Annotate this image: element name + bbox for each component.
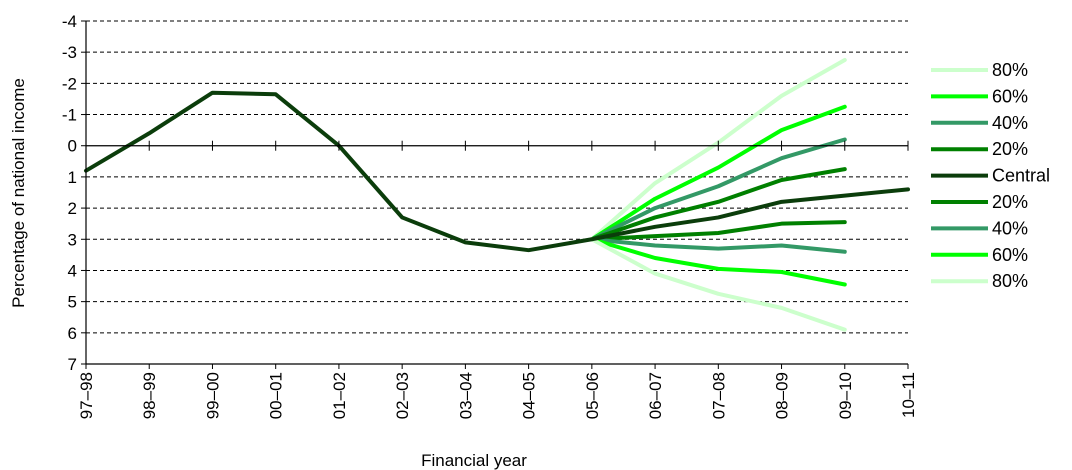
x-axis-title: Financial year [421, 451, 527, 470]
x-tick-label: 01–02 [330, 372, 349, 419]
x-tick-labels: 97–98 98–99 99–00 00–01 01–02 02–03 03–04 04–05… [77, 372, 918, 419]
y-tick-label: 2 [68, 199, 77, 218]
legend-label: 40% [992, 218, 1028, 238]
x-tick-label: 99–00 [203, 372, 222, 419]
legend-label: Central [992, 166, 1050, 186]
y-tick-label: 3 [68, 230, 77, 249]
legend-item: 60% [931, 86, 1028, 106]
legend-label: 20% [992, 139, 1028, 159]
legend-label: 80% [992, 60, 1028, 80]
x-tick-label: 03–04 [456, 372, 475, 419]
x-tick-label: 07–08 [709, 372, 728, 419]
x-tick-label: 10–11 [899, 372, 918, 418]
y-tick-label: -1 [62, 106, 77, 125]
legend-item: 60% [931, 245, 1028, 265]
x-tick-label: 09–10 [836, 372, 855, 419]
y-tick-label: 6 [68, 324, 77, 343]
legend-item: 40% [931, 218, 1028, 238]
y-tick-labels: -4 -3 -2 -1 0 1 2 3 4 5 6 7 [62, 12, 77, 374]
series-line-60pct [589, 237, 847, 287]
series-line-40pct [589, 237, 847, 254]
gridlines [86, 20, 908, 365]
series-line-80pct [589, 237, 847, 332]
y-tick-label: 0 [68, 137, 77, 156]
x-tick-label: 06–07 [646, 372, 665, 419]
x-tick-label: 05–06 [583, 372, 602, 419]
x-tick-label: 08–09 [773, 372, 792, 419]
y-axis-title: Percentage of national income [9, 78, 28, 308]
legend-item: Central [931, 166, 1050, 186]
legend-item: 80% [931, 271, 1028, 291]
y-tick-label: -3 [62, 43, 77, 62]
axes [81, 20, 909, 369]
x-tick-label: 04–05 [520, 372, 539, 419]
y-tick-label: -2 [62, 74, 77, 93]
y-tick-label: 4 [68, 261, 77, 280]
legend-label: 60% [992, 245, 1028, 265]
legend-item: 20% [931, 192, 1028, 212]
legend-item: 80% [931, 60, 1028, 80]
y-tick-label: 1 [68, 168, 77, 187]
y-tick-label: -4 [62, 12, 77, 31]
y-tick-label: 7 [68, 355, 77, 374]
x-tick-label: 98–99 [140, 372, 159, 419]
y-tick-label: 5 [68, 293, 77, 312]
series-line-20pct [589, 167, 847, 242]
series-lines [84, 57, 910, 332]
legend: 80% 60% 40% 20% Central 20% 40% 60% 80% [931, 60, 1050, 291]
x-tick-label: 00–01 [267, 372, 286, 419]
x-tick-label: 02–03 [393, 372, 412, 419]
legend-label: 40% [992, 113, 1028, 133]
legend-item: 20% [931, 139, 1028, 159]
legend-label: 20% [992, 192, 1028, 212]
series-line-central [84, 90, 910, 253]
legend-item: 40% [931, 113, 1028, 133]
series-line-20pct [589, 220, 847, 242]
legend-label: 60% [992, 86, 1028, 106]
series-line-40pct [589, 137, 847, 242]
series-line-60pct [589, 104, 847, 242]
x-tick-label: 97–98 [77, 372, 96, 419]
legend-label: 80% [992, 271, 1028, 291]
